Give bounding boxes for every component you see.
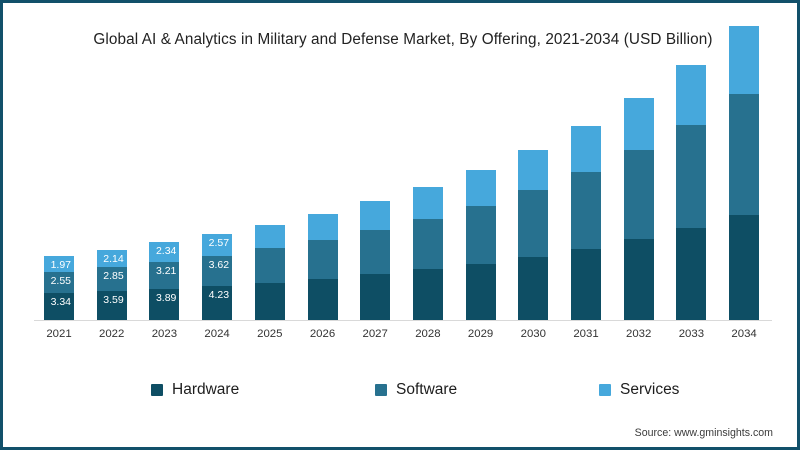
- legend-item-services[interactable]: Services: [599, 381, 679, 399]
- legend-swatch-services: [599, 384, 611, 396]
- bar-2034[interactable]: [729, 26, 760, 321]
- legend-label-hardware: Hardware: [172, 381, 240, 398]
- bar-segment-services-2027: [360, 201, 391, 231]
- bar-segment-services-2028: [412, 186, 443, 219]
- value-label-services-2021: 1.97: [50, 258, 71, 271]
- value-label-hardware-2023: 3.89: [155, 291, 177, 304]
- bar-2032[interactable]: [623, 98, 654, 321]
- value-label-hardware-2021: 3.34: [50, 296, 71, 309]
- value-label-software-2024: 3.62: [208, 258, 230, 271]
- bar-segment-services-2033: [676, 65, 707, 125]
- bar-2028[interactable]: [412, 186, 443, 321]
- bar-segment-services-2031: [571, 125, 601, 172]
- bar-segment-software-2024: 3.62: [202, 255, 233, 286]
- bar-segment-software-2026: [307, 240, 338, 279]
- bar-segment-services-2030: [518, 149, 549, 191]
- bar-segment-hardware-2028: [412, 269, 443, 321]
- x-tick-2029: 2029: [467, 328, 494, 340]
- bar-segment-software-2025: [254, 248, 285, 283]
- bar-segment-hardware-2033: [676, 228, 707, 321]
- bar-2029[interactable]: [465, 169, 496, 321]
- value-label-services-2023: 2.34: [155, 245, 177, 258]
- x-tick-2032: 2032: [626, 328, 652, 340]
- value-label-software-2021: 2.55: [50, 274, 71, 287]
- value-label-software-2023: 3.21: [155, 264, 177, 277]
- bar-segment-software-2027: [360, 230, 391, 275]
- plot-area: 1.97 2.55 3.34 2.14 2.85 3.59 2.34 3.21 3.89 2.57…: [34, 26, 772, 321]
- x-tick-2026: 2026: [309, 328, 336, 340]
- bar-segment-hardware-2034: [729, 215, 760, 321]
- bar-segment-services-2034: [729, 26, 760, 94]
- x-tick-2034: 2034: [731, 328, 757, 340]
- bar-2026[interactable]: [307, 213, 338, 321]
- bar-2031[interactable]: [571, 125, 601, 321]
- bar-2025[interactable]: [254, 224, 285, 321]
- x-tick-2030: 2030: [520, 328, 546, 340]
- value-label-hardware-2024: 4.23: [208, 288, 230, 301]
- x-tick-2031: 2031: [573, 328, 599, 340]
- bar-segment-services-2023: 2.34: [149, 242, 180, 262]
- bar-segment-software-2034: [729, 93, 760, 216]
- bar-segment-hardware-2021: 3.34: [44, 293, 74, 321]
- bar-2030[interactable]: [518, 149, 549, 321]
- bar-segment-services-2026: [307, 213, 338, 241]
- x-tick-2024: 2024: [204, 328, 230, 340]
- bar-segment-hardware-2025: [254, 282, 285, 321]
- bar-2033[interactable]: [676, 65, 707, 321]
- bar-segment-services-2021: 1.97: [44, 255, 74, 272]
- bar-segment-software-2021: 2.55: [44, 271, 74, 294]
- x-axis-baseline: [34, 320, 772, 321]
- legend-label-software: Software: [396, 381, 458, 398]
- x-tick-2028: 2028: [415, 328, 441, 340]
- legend-item-software[interactable]: Software: [375, 381, 457, 399]
- legend-label-services: Services: [620, 381, 680, 398]
- legend-swatch-software: [375, 384, 387, 396]
- bar-segment-software-2022: 2.85: [96, 267, 127, 292]
- bar-segment-software-2030: [518, 190, 549, 257]
- value-label-services-2024: 2.57: [208, 237, 230, 250]
- bar-2027[interactable]: [360, 201, 391, 321]
- bar-segment-software-2023: 3.21: [149, 261, 180, 289]
- bar-segment-hardware-2023: 3.89: [149, 288, 180, 321]
- bar-segment-hardware-2029: [465, 263, 496, 321]
- legend-item-hardware[interactable]: Hardware: [151, 381, 239, 399]
- x-tick-2025: 2025: [257, 328, 283, 340]
- chart-title: Global AI & Analytics in Military and De…: [93, 31, 713, 48]
- bar-2024[interactable]: 2.57 3.62 4.23: [202, 234, 233, 321]
- bar-segment-services-2022: 2.14: [96, 249, 127, 268]
- x-tick-2022: 2022: [99, 328, 125, 340]
- legend-swatch-hardware: [151, 384, 163, 396]
- bar-segment-software-2029: [465, 205, 496, 264]
- x-tick-2021: 2021: [46, 328, 72, 340]
- bar-2021[interactable]: 1.97 2.55 3.34: [44, 255, 74, 321]
- bar-segment-hardware-2027: [360, 274, 391, 321]
- x-tick-2033: 2033: [678, 328, 705, 340]
- bar-segment-hardware-2030: [518, 256, 549, 321]
- bar-segment-software-2028: [412, 218, 443, 270]
- bar-segment-hardware-2026: [307, 278, 338, 321]
- bar-segment-hardware-2024: 4.23: [202, 285, 233, 321]
- bar-segment-hardware-2022: 3.59: [96, 291, 127, 321]
- bar-segment-software-2033: [676, 124, 707, 229]
- bar-segment-hardware-2031: [571, 248, 601, 321]
- chart-legend: Hardware Software Services: [3, 381, 800, 407]
- value-label-services-2022: 2.14: [103, 252, 124, 265]
- bar-segment-software-2032: [623, 150, 654, 240]
- x-tick-2023: 2023: [151, 328, 178, 340]
- bar-segment-services-2025: [254, 224, 285, 249]
- value-label-software-2022: 2.85: [103, 270, 124, 283]
- value-label-hardware-2022: 3.59: [103, 294, 124, 307]
- x-tick-2027: 2027: [362, 328, 388, 340]
- bar-2022[interactable]: 2.14 2.85 3.59: [96, 249, 127, 321]
- bar-segment-software-2031: [571, 171, 601, 249]
- bar-segment-services-2032: [623, 98, 654, 151]
- bar-segment-hardware-2032: [623, 239, 654, 321]
- bar-segment-services-2024: 2.57: [202, 234, 233, 256]
- bar-2023[interactable]: 2.34 3.21 3.89: [149, 242, 180, 321]
- x-axis-tick-labels: 2021 2022 2023 2024 2025 2026 2027 2028 2029 2030…: [34, 325, 772, 345]
- bar-segment-services-2029: [465, 169, 496, 206]
- source-attribution: Source: www.gminsights.com: [634, 427, 773, 439]
